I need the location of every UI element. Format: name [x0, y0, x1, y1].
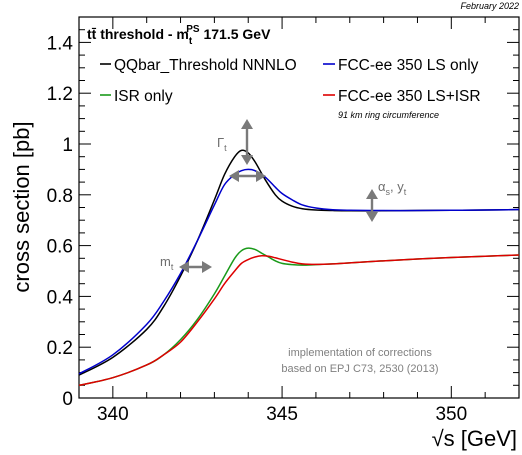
alpha-y-label: αs, yt	[378, 179, 407, 197]
annotation-line-1: implementation of corrections	[288, 347, 432, 359]
title-sub: t	[189, 36, 193, 47]
x-axis-ticks: 340 345 350	[78, 17, 520, 425]
y-tick-label: 1	[62, 135, 73, 156]
date-note: February 2022	[460, 1, 519, 11]
y-tick-label: 0	[62, 389, 73, 410]
series-line-3	[78, 254, 520, 387]
x-axis-label: √s [GeV]	[432, 426, 517, 451]
legend-label-nnnlo: QQbar_Threshold NNNLO	[114, 57, 297, 74]
legend-label-ls: FCC-ee 350 LS only	[338, 57, 479, 74]
series-line-0	[78, 149, 520, 376]
legend-label-lsisr: FCC-ee 350 LS+ISR	[338, 88, 481, 105]
title-tail: 171.5 GeV	[200, 26, 271, 42]
mass-label: mt	[160, 254, 174, 272]
legend-label-isr: ISR only	[114, 88, 173, 105]
y-axis-label: cross section [pb]	[9, 121, 34, 292]
y-tick-label: 1.4	[47, 33, 74, 54]
mass-arrow	[179, 261, 212, 273]
y-tick-label: 0.2	[47, 338, 73, 359]
legend: QQbar_Threshold NNNLO ISR only FCC-ee 35…	[100, 57, 481, 120]
ring-note: 91 km ring circumference	[338, 110, 439, 120]
x-tick-label: 350	[435, 404, 467, 425]
y-tick-label: 0.8	[47, 186, 73, 207]
width-arrow	[229, 170, 266, 182]
gamma-arrow	[241, 119, 253, 165]
title-main: tt̄ threshold - m	[87, 26, 189, 42]
alpha-arrow	[366, 189, 378, 222]
gamma-label: Γt	[217, 135, 227, 153]
x-tick-label: 340	[97, 404, 129, 425]
title-sup: PS	[186, 24, 200, 35]
y-tick-label: 0.4	[47, 287, 74, 308]
chart-title: tt̄ threshold - mtPS 171.5 GeV	[87, 24, 271, 47]
series-line-2	[78, 168, 520, 375]
annotation-line-2: based on EPJ C73, 2530 (2013)	[281, 363, 438, 375]
y-axis-ticks: 0 0.2 0.4 0.6 0.8 1 1.2 1.4	[47, 16, 519, 410]
x-tick-label: 345	[266, 404, 298, 425]
y-tick-label: 0.6	[47, 237, 73, 258]
y-tick-label: 1.2	[47, 84, 73, 105]
series-curves	[78, 149, 520, 387]
